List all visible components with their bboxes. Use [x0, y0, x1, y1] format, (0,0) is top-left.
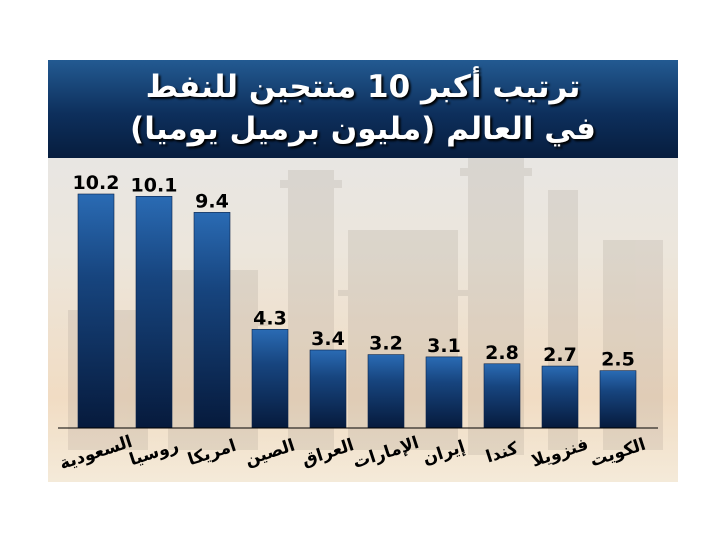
category-label-8: فنزويلا — [529, 434, 591, 471]
bar-4 — [309, 349, 347, 429]
value-label-8: 2.7 — [543, 344, 577, 366]
category-label-3: الصين — [243, 436, 298, 471]
value-label-4: 3.4 — [311, 328, 345, 350]
category-label-2: امريكا — [185, 436, 238, 470]
bar-2 — [193, 212, 231, 429]
category-label-0: السعودية — [57, 432, 135, 474]
bar-5 — [367, 354, 405, 429]
bar-6 — [425, 356, 463, 429]
bar-9 — [599, 370, 637, 429]
value-label-3: 4.3 — [253, 307, 287, 329]
value-label-2: 9.4 — [195, 190, 229, 212]
value-label-7: 2.8 — [485, 342, 519, 364]
bar-chart: 10.2 السعودية 10.1 روسيا 9.4 امريكا 4.3 الصين 3.… — [57, 172, 658, 474]
bar-7 — [483, 363, 521, 429]
chart-panel: ترتيب أكبر 10 منتجين للنفط في العالم (مل… — [48, 60, 678, 482]
value-label-5: 3.2 — [369, 333, 403, 355]
category-label-5: الإمارات — [351, 433, 422, 473]
bar-1 — [135, 195, 173, 429]
bar-8 — [541, 365, 579, 429]
category-label-7: كندا — [483, 438, 520, 467]
chart-title-line-2: في العالم (مليون برميل يوميا) — [130, 111, 596, 147]
value-label-9: 2.5 — [601, 349, 635, 371]
category-label-4: العراق — [300, 435, 357, 471]
value-label-0: 10.2 — [73, 172, 120, 194]
chart-title-line-1: ترتيب أكبر 10 منتجين للنفط — [145, 69, 581, 105]
category-label-6: إيران — [420, 437, 467, 469]
value-label-6: 3.1 — [427, 335, 461, 357]
value-label-1: 10.1 — [131, 174, 178, 196]
category-label-1: روسيا — [127, 436, 181, 471]
bar-3 — [251, 329, 289, 429]
bar-0 — [77, 193, 115, 429]
category-label-9: الكويت — [588, 435, 649, 472]
chart-title-banner: ترتيب أكبر 10 منتجين للنفط في العالم (مل… — [48, 60, 678, 158]
